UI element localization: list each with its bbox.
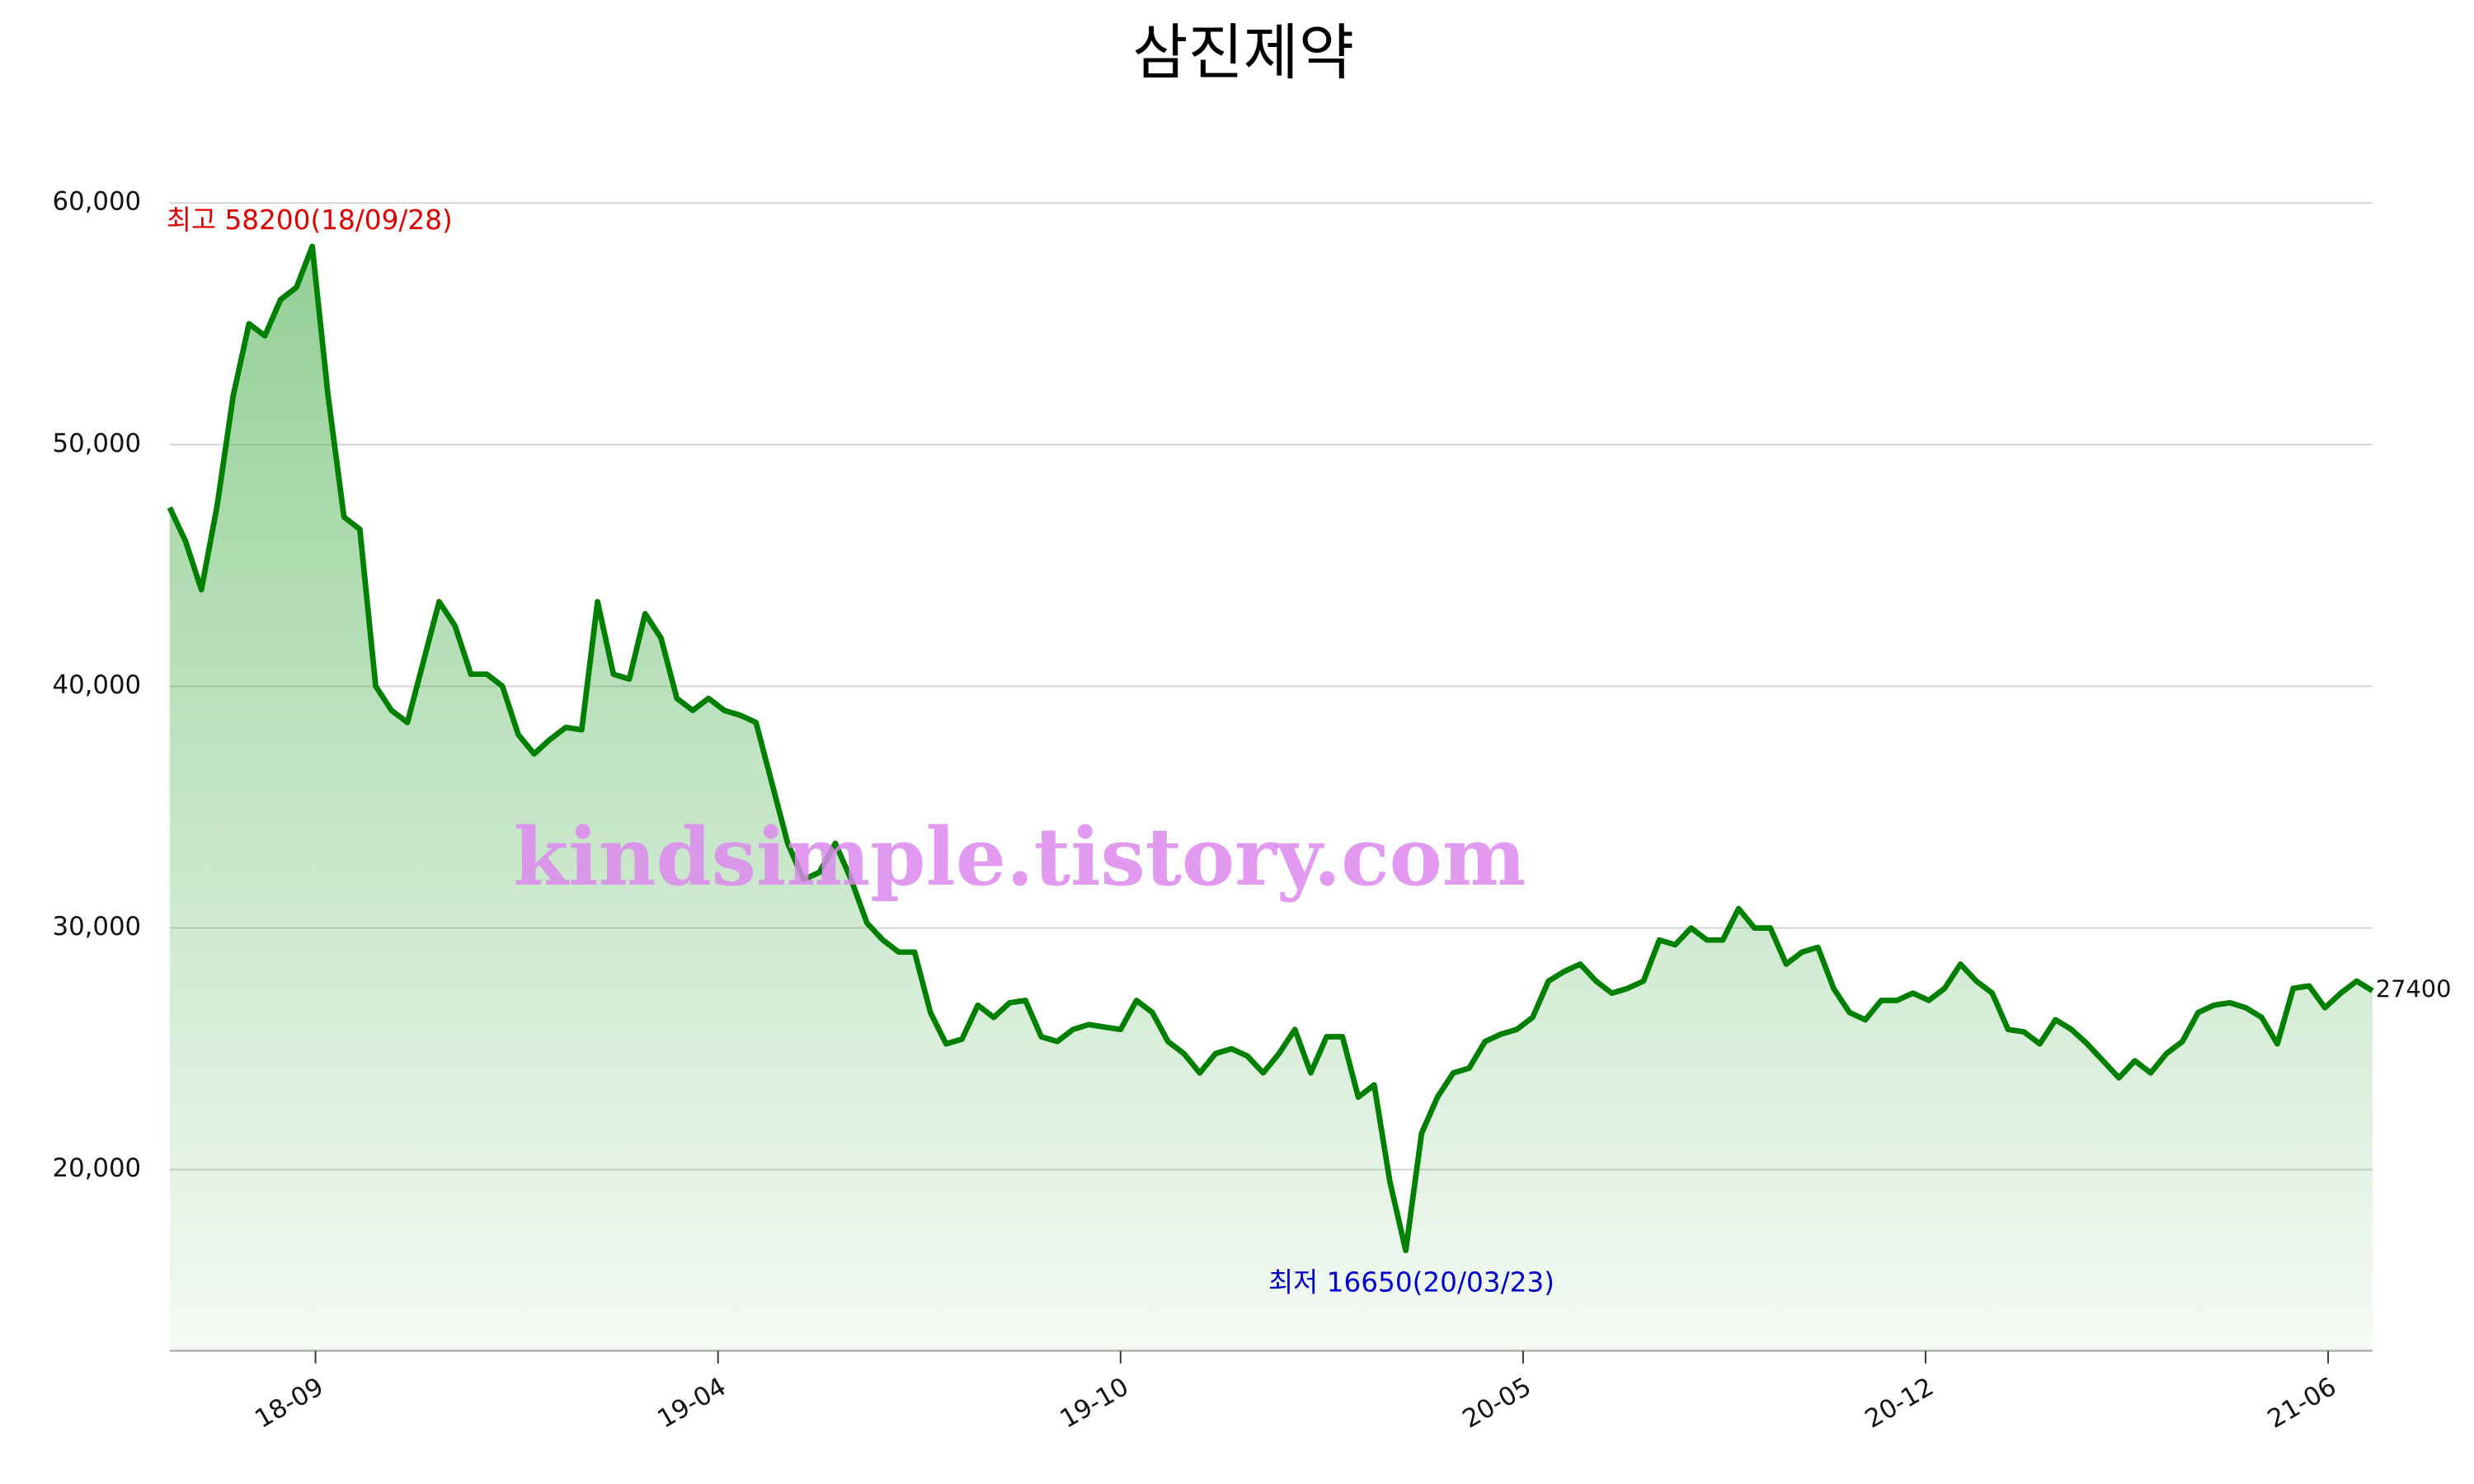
area xyxy=(169,246,2373,1351)
x-tick-label: 18-09 xyxy=(250,1372,328,1435)
annotation-low: 최저 16650(20/03/23) xyxy=(1268,1267,1554,1298)
x-tick-label: 20-12 xyxy=(1860,1372,1939,1435)
last-value-label: 27400 xyxy=(2376,975,2452,1003)
y-tick-label: 30,000 xyxy=(53,912,142,942)
chart-title: 삼진제약 xyxy=(1132,18,1354,88)
watermark: kindsimple.tistory.com xyxy=(514,810,1526,904)
line xyxy=(167,243,2374,1254)
y-tick-label: 40,000 xyxy=(53,670,142,700)
y-tick-label: 50,000 xyxy=(53,429,142,458)
x-tick-label: 19-10 xyxy=(1055,1372,1133,1435)
x-tick-label: 20-05 xyxy=(1457,1372,1536,1435)
x-tick-label: 21-06 xyxy=(2263,1372,2341,1435)
annotation-high: 최고 58200(18/09/28) xyxy=(167,204,453,236)
x-tick-label: 19-04 xyxy=(652,1372,731,1435)
y-tick-label: 20,000 xyxy=(53,1153,142,1183)
y-tick-label: 60,000 xyxy=(53,187,142,217)
